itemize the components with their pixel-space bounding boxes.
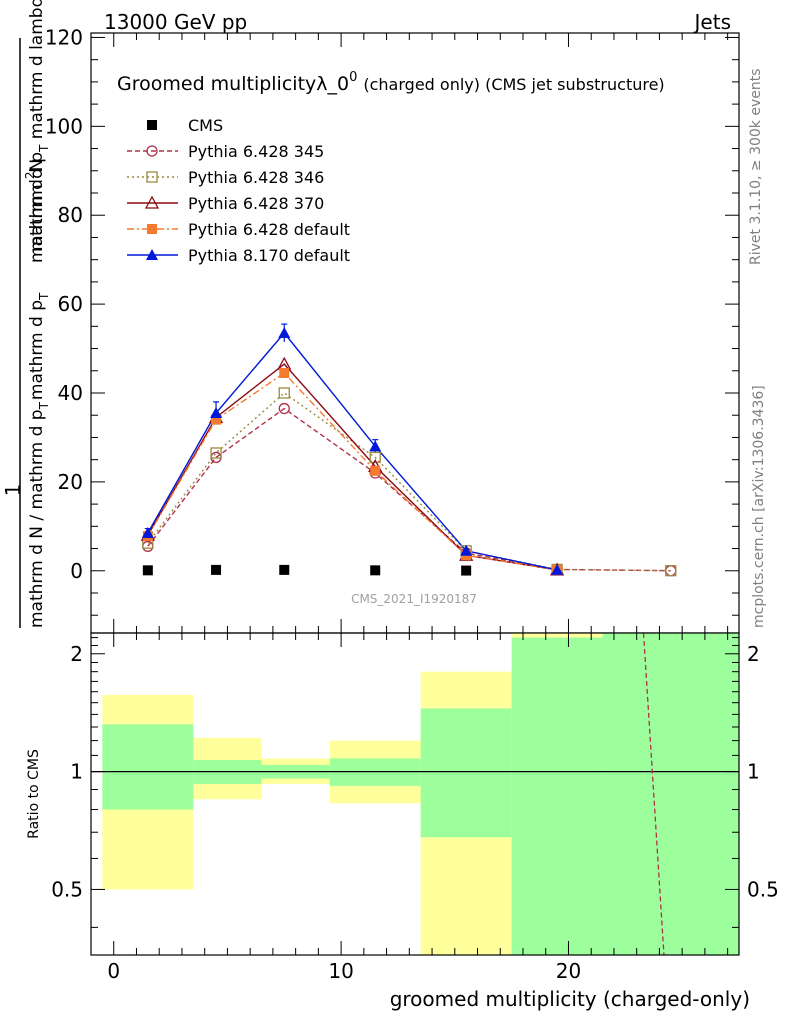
ratio-axes: 0.5 0.51 12 20 10 20 xyxy=(51,633,779,983)
data-point-4 xyxy=(211,414,222,425)
legend-label-3: Pythia 6.428 370 xyxy=(188,194,324,213)
data-point-5 xyxy=(210,407,223,418)
data-point-5 xyxy=(551,563,564,575)
ratio-y-tick-label: 2 xyxy=(70,642,83,666)
data-point-5 xyxy=(278,327,291,338)
ylabel-numerator-second: mathrm d pT mathrm d lambda xyxy=(27,0,51,252)
data-point-5 xyxy=(141,527,154,538)
y-tick-label: 60 xyxy=(58,292,83,316)
ratio-marks xyxy=(91,632,739,956)
ratio-y-tick-label-right: 2 xyxy=(747,642,760,666)
ratio-panel: 0.5 0.51 12 20 10 20 xyxy=(51,632,779,983)
ratio-xlabel: groomed multiplicity (charged-only) xyxy=(390,987,750,1011)
chart-title-rest: (charged only) (CMS jet substructure) xyxy=(363,75,664,94)
data-point-1 xyxy=(278,402,290,415)
data-point-2 xyxy=(278,387,290,399)
band-stat-5 xyxy=(511,637,603,955)
series-line-4 xyxy=(147,372,558,571)
band-stat-4 xyxy=(420,708,512,838)
main-marks xyxy=(140,323,677,577)
y-tick-label: 80 xyxy=(58,203,83,227)
y-tick-label: 40 xyxy=(58,381,83,405)
ratio-x-tick-label: 20 xyxy=(556,959,581,983)
series-line-1 xyxy=(147,407,671,572)
data-point-2 xyxy=(210,447,222,459)
header-left: 13000 GeV pp xyxy=(104,10,247,34)
main-axes: 0 20 40 60 80 100 120 xyxy=(45,25,739,633)
series-line-2 xyxy=(147,392,671,572)
y-tick-label: 20 xyxy=(58,470,83,494)
y-tick-label: 0 xyxy=(70,559,83,583)
legend-label-0: CMS xyxy=(188,116,223,135)
ylabel-one: 1 xyxy=(1,484,25,497)
data-point-5 xyxy=(460,544,473,556)
y-tick-label: 120 xyxy=(45,25,83,49)
legend-label-1: Pythia 6.428 345 xyxy=(188,142,324,161)
mcplots-label: mcplots.cern.ch [arXiv:1306.3436] xyxy=(751,385,767,628)
rivet-label: Rivet 3.1.10, ≥ 300k events xyxy=(748,68,764,265)
legend-marker-1 xyxy=(146,145,158,157)
legend: CMS Pythia 6.428 345 Pythia 6.428 346 Pythi… xyxy=(127,116,350,265)
data-point-0 xyxy=(211,564,222,575)
band-stat-0 xyxy=(102,724,194,810)
data-point-4 xyxy=(370,465,381,476)
data-point-0 xyxy=(142,565,153,576)
ratio-y-tick-label: 1 xyxy=(70,760,83,784)
legend-marker-4 xyxy=(147,224,157,234)
data-point-0 xyxy=(279,564,290,575)
ylabel-numerator: mathrm d2N xyxy=(23,159,47,263)
legend-marker-0 xyxy=(147,120,157,130)
header-right: Jets xyxy=(693,10,731,34)
ratio-y-tick-label-right: 1 xyxy=(747,760,760,784)
legend-label-4: Pythia 6.428 default xyxy=(188,220,350,239)
legend-marker-3 xyxy=(144,195,160,209)
series-line-5 xyxy=(147,331,558,571)
ratio-frame xyxy=(90,632,740,956)
main-ylabel: 1 mathrm d N / mathrm d pTmathrm d pT ma… xyxy=(1,0,51,628)
ylabel-denominator: mathrm d N / mathrm d pTmathrm d pT xyxy=(27,292,51,628)
data-point-0 xyxy=(370,565,381,576)
ratio-ylabel: Ratio to CMS xyxy=(26,749,42,839)
data-point-0 xyxy=(461,565,472,576)
ratio-line xyxy=(642,632,665,956)
band-stat-6 xyxy=(602,633,739,955)
ratio-y-tick-label: 0.5 xyxy=(51,877,83,901)
ratio-x-tick-label: 0 xyxy=(107,959,120,983)
data-point-2 xyxy=(665,565,677,577)
legend-label-2: Pythia 6.428 346 xyxy=(188,168,324,187)
data-point-4 xyxy=(279,368,290,378)
ratio-x-tick-label: 10 xyxy=(328,959,353,983)
y-tick-label: 100 xyxy=(45,114,83,138)
data-point-2 xyxy=(369,451,381,464)
legend-label-5: Pythia 8.170 default xyxy=(188,246,350,265)
ratio-y-tick-label-right: 0.5 xyxy=(747,877,779,901)
data-point-5 xyxy=(369,440,382,452)
legend-marker-5 xyxy=(146,249,158,260)
chart-title-main: Groomed multiplicityλ_0 xyxy=(117,73,349,95)
chart-title: Groomed multiplicityλ_00 (charged only) (… xyxy=(117,70,665,95)
chart-title-sup: 0 xyxy=(349,70,357,85)
legend-marker-2 xyxy=(146,171,158,183)
watermark: CMS_2021_I1920187 xyxy=(351,592,477,606)
